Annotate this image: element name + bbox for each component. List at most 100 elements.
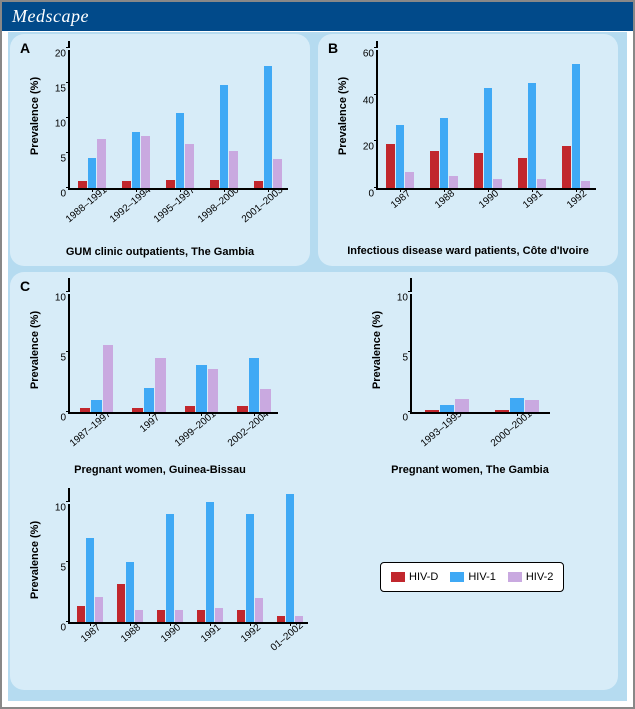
bar-hiv2 bbox=[215, 608, 223, 622]
bar-hivd bbox=[117, 584, 125, 622]
swatch-hivd bbox=[391, 572, 405, 582]
bar-hiv1 bbox=[286, 494, 294, 622]
panel-c2-ylabel: Prevalence (%) bbox=[371, 311, 383, 389]
ytick: 0 bbox=[60, 189, 70, 200]
bar-hivd bbox=[518, 158, 527, 188]
ytick: 20 bbox=[363, 142, 378, 153]
xtick: 1988 bbox=[119, 622, 143, 645]
panel-b-chart: 020406019871988199019911992 bbox=[376, 50, 596, 190]
bar-hivd bbox=[78, 181, 87, 188]
panel-b-caption-text: Infectious disease ward patients, Côte d… bbox=[347, 245, 589, 257]
xtick: 01–2002 bbox=[269, 620, 306, 653]
bar-hivd bbox=[562, 146, 571, 188]
bar-hiv1 bbox=[246, 514, 254, 622]
panel-c1-chart-wrap: Prevalence (%) 05101987–199719971999–200… bbox=[68, 294, 278, 414]
panel-c2-chart-wrap: Prevalence (%) 05101993–19952000–2001 bbox=[410, 294, 550, 414]
bar-hivd bbox=[237, 610, 245, 622]
figure-frame: Medscape A Prevalence (%) 051015201988–1… bbox=[0, 0, 635, 709]
bar-hiv2 bbox=[135, 610, 143, 622]
ytick-mark bbox=[408, 411, 412, 412]
ytick: 0 bbox=[368, 189, 378, 200]
bar-hiv1 bbox=[132, 132, 141, 188]
ytick: 10 bbox=[55, 293, 70, 304]
bar-hiv1 bbox=[396, 125, 405, 188]
bar-hiv1 bbox=[440, 118, 449, 188]
bar-hiv2 bbox=[493, 179, 502, 188]
panel-a-caption: GUM clinic outpatients, The Gambia bbox=[10, 246, 310, 258]
panel-c2-chart: 05101993–19952000–2001 bbox=[410, 294, 550, 414]
ytick: 20 bbox=[55, 49, 70, 60]
panel-b-caption: Infectious disease ward patients, Côte d… bbox=[318, 245, 618, 258]
panel-c1-ylabel: Prevalence (%) bbox=[29, 311, 41, 389]
bar-hivd bbox=[122, 181, 131, 188]
bar-hiv2 bbox=[273, 159, 282, 188]
xtick: 2000–2001 bbox=[489, 409, 534, 450]
legend-item-hiv1: HIV-1 bbox=[450, 571, 496, 583]
panel-c3-chart-wrap: Prevalence (%) 0510198719881990199119920… bbox=[68, 504, 308, 624]
panel-a-chart: 051015201988–19911992–19941995–19971998–… bbox=[68, 50, 288, 190]
xtick: 2001–2003 bbox=[240, 185, 285, 226]
ytick-mark bbox=[66, 152, 70, 153]
xtick: 1995–1997 bbox=[152, 185, 197, 226]
legend-item-hivd: HIV-D bbox=[391, 571, 438, 583]
bar-hivd bbox=[277, 616, 285, 622]
bar-hiv1 bbox=[249, 358, 260, 412]
panel-c1-chart: 05101987–199719971999–20012002–2004 bbox=[68, 294, 278, 414]
bar-hivd bbox=[157, 610, 165, 622]
bar-hivd bbox=[254, 181, 263, 188]
bar-hiv2 bbox=[537, 179, 546, 188]
bar-hiv2 bbox=[155, 358, 166, 412]
ytick: 0 bbox=[60, 623, 70, 634]
bar-hiv2 bbox=[405, 172, 414, 188]
ytick: 10 bbox=[55, 503, 70, 514]
xtick: 1987–1997 bbox=[68, 409, 113, 450]
ytick-mark bbox=[374, 94, 378, 95]
xtick: 1991 bbox=[521, 188, 545, 211]
xtick: 1987 bbox=[79, 622, 103, 645]
ytick: 15 bbox=[55, 84, 70, 95]
bar-hiv2 bbox=[581, 181, 590, 188]
axis-top-extend bbox=[68, 488, 70, 502]
ytick-mark bbox=[374, 140, 378, 141]
bar-hiv2 bbox=[229, 151, 238, 188]
bar-hiv1 bbox=[144, 388, 155, 412]
bar-hiv1 bbox=[176, 113, 185, 188]
legend: HIV-D HIV-1 HIV-2 bbox=[380, 562, 564, 592]
ytick-mark bbox=[66, 411, 70, 412]
bar-hiv2 bbox=[97, 139, 106, 188]
panel-c3-ylabel: Prevalence (%) bbox=[29, 521, 41, 599]
ytick: 0 bbox=[60, 413, 70, 424]
panel-b-ylabel: Prevalence (%) bbox=[337, 77, 349, 155]
panel-a-label: A bbox=[20, 40, 30, 56]
bar-hivd bbox=[474, 153, 483, 188]
xtick: 1998–2000 bbox=[196, 185, 241, 226]
bar-hiv2 bbox=[103, 345, 114, 412]
bar-hiv1 bbox=[91, 400, 102, 412]
bar-hivd bbox=[430, 151, 439, 188]
bar-hivd bbox=[77, 606, 85, 622]
bar-hiv2 bbox=[260, 389, 271, 412]
bar-hiv1 bbox=[510, 398, 524, 412]
bar-hiv2 bbox=[295, 616, 303, 622]
ytick: 60 bbox=[363, 49, 378, 60]
panel-a: A Prevalence (%) 051015201988–19911992–1… bbox=[10, 34, 310, 266]
legend-label-hiv1: HIV-1 bbox=[468, 571, 496, 583]
legend-item-hiv2: HIV-2 bbox=[508, 571, 554, 583]
ytick-mark bbox=[66, 187, 70, 188]
charts-body: A Prevalence (%) 051015201988–19911992–1… bbox=[8, 32, 627, 701]
ytick: 10 bbox=[55, 119, 70, 130]
xtick: 1988 bbox=[433, 188, 457, 211]
ytick: 0 bbox=[402, 413, 412, 424]
panel-b-chart-wrap: Prevalence (%) 0204060198719881990199119… bbox=[376, 50, 596, 190]
swatch-hiv1 bbox=[450, 572, 464, 582]
swatch-hiv2 bbox=[508, 572, 522, 582]
ytick-mark bbox=[66, 82, 70, 83]
xtick: 1990 bbox=[477, 188, 501, 211]
bar-hiv2 bbox=[141, 136, 150, 189]
panel-c2-caption-text: Pregnant women, The Gambia bbox=[391, 464, 549, 476]
panel-a-ylabel: Prevalence (%) bbox=[29, 77, 41, 155]
bar-hiv1 bbox=[220, 85, 229, 188]
bar-hiv2 bbox=[255, 598, 263, 622]
xtick: 2002–2004 bbox=[226, 409, 271, 450]
bar-hivd bbox=[80, 408, 91, 412]
